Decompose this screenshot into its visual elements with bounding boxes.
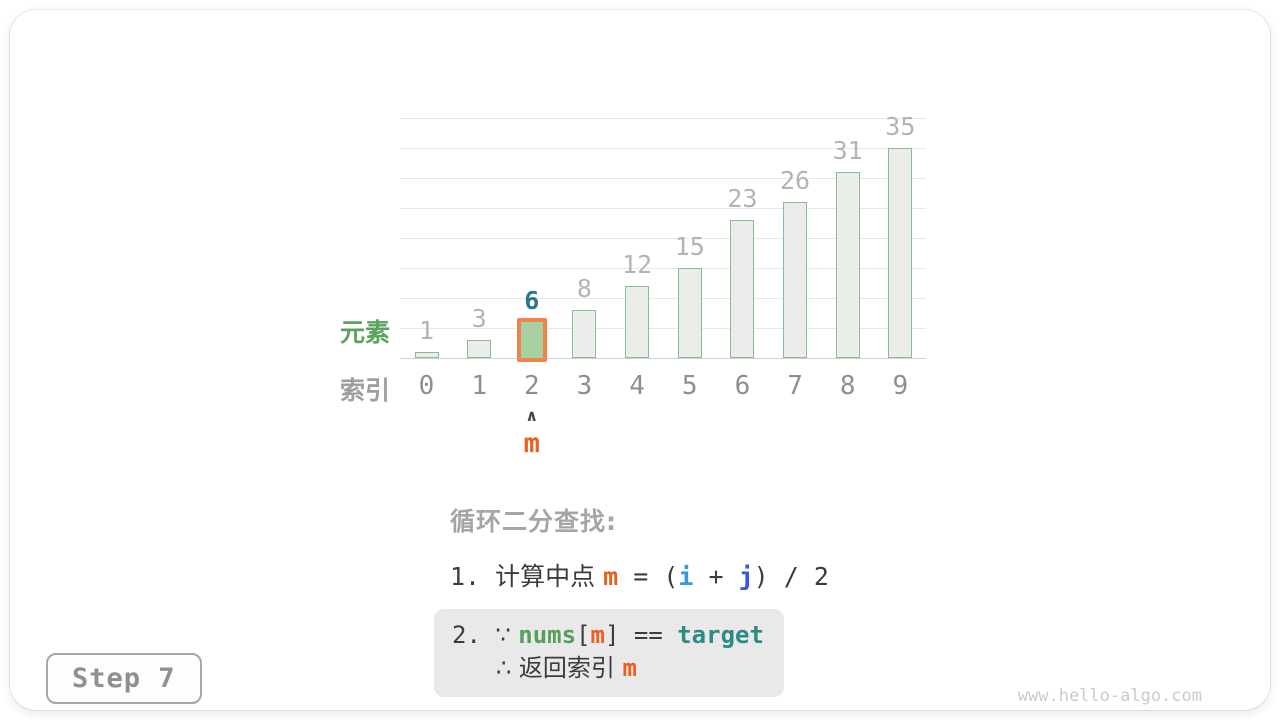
bar-value-label: 23	[727, 184, 758, 213]
bar	[572, 310, 597, 358]
index-label: 7	[787, 371, 803, 401]
bar-value-label: 12	[622, 250, 653, 279]
note-step2-line2: ∴ 返回索引 m	[496, 652, 764, 685]
gridline	[400, 208, 926, 209]
bar	[730, 220, 755, 358]
text-segment: nums	[518, 621, 577, 649]
mid-pointer-label: m	[523, 428, 540, 459]
text-segment: ) / 2	[753, 562, 829, 591]
note-step1: 1. 计算中点 m = (i + j) / 2	[450, 557, 829, 593]
text-segment: 返回索引	[518, 654, 623, 682]
index-label: 6	[734, 371, 751, 401]
bar	[783, 202, 808, 358]
caret-up-icon: ∧	[525, 406, 539, 425]
bar-value-label: 3	[471, 304, 487, 333]
bar-value-label: 1	[418, 316, 435, 345]
text-segment: 1.	[450, 562, 496, 591]
index-label: 9	[892, 371, 909, 401]
bar-value-label: 26	[779, 166, 811, 195]
text-segment: +	[693, 562, 739, 591]
gridline	[400, 178, 926, 179]
gridline	[400, 268, 926, 269]
text-segment: 计算中点	[495, 562, 604, 591]
text-segment: i	[678, 562, 694, 591]
gridline	[400, 118, 926, 119]
bar	[677, 268, 702, 358]
gridline	[400, 298, 926, 299]
index-label: 4	[629, 371, 645, 401]
text-segment: j	[738, 562, 754, 591]
text-segment: 2.	[452, 621, 496, 649]
text-segment: m	[622, 654, 637, 682]
bar	[625, 286, 650, 358]
index-label: 0	[418, 371, 435, 401]
gridline	[400, 328, 926, 329]
index-label: 8	[839, 371, 856, 401]
gridline	[400, 358, 926, 359]
text-segment: ∵	[495, 621, 519, 649]
bar-highlighted	[516, 318, 547, 362]
text-segment: ]	[604, 621, 620, 649]
bar-value-label: 6	[524, 286, 540, 315]
index-axis-label: 索引	[339, 376, 390, 405]
text-segment: ∴	[496, 654, 519, 682]
index-label: 5	[681, 371, 698, 401]
watermark: www.hello-algo.com	[1017, 686, 1202, 706]
bar-value-label: 35	[885, 112, 916, 141]
bar	[888, 148, 913, 358]
step-badge: Step 7	[46, 653, 202, 704]
index-label: 3	[576, 371, 593, 401]
text-segment: [	[576, 621, 591, 649]
note-title: 循环二分查找:	[450, 507, 617, 536]
text-segment: = (	[618, 562, 679, 591]
bar	[414, 352, 439, 358]
bar	[835, 172, 860, 358]
gridline	[400, 238, 926, 239]
text-segment: m	[603, 562, 619, 591]
note-step2-box: 2. ∵ nums[m] == target ∴ 返回索引 m	[434, 609, 784, 697]
bar-value-label: 31	[832, 136, 863, 165]
text-segment: ==	[619, 621, 678, 649]
text-segment: m	[590, 621, 605, 649]
index-label: 2	[523, 371, 540, 401]
note-step2-line1: 2. ∵ nums[m] == target	[452, 619, 764, 652]
text-segment: target	[677, 621, 764, 649]
bar-value-label: 8	[576, 274, 592, 303]
bar	[467, 340, 492, 358]
index-label: 1	[471, 371, 487, 401]
bar-value-label: 15	[674, 232, 705, 261]
element-axis-label: 元素	[339, 318, 390, 347]
gridline	[400, 148, 926, 149]
